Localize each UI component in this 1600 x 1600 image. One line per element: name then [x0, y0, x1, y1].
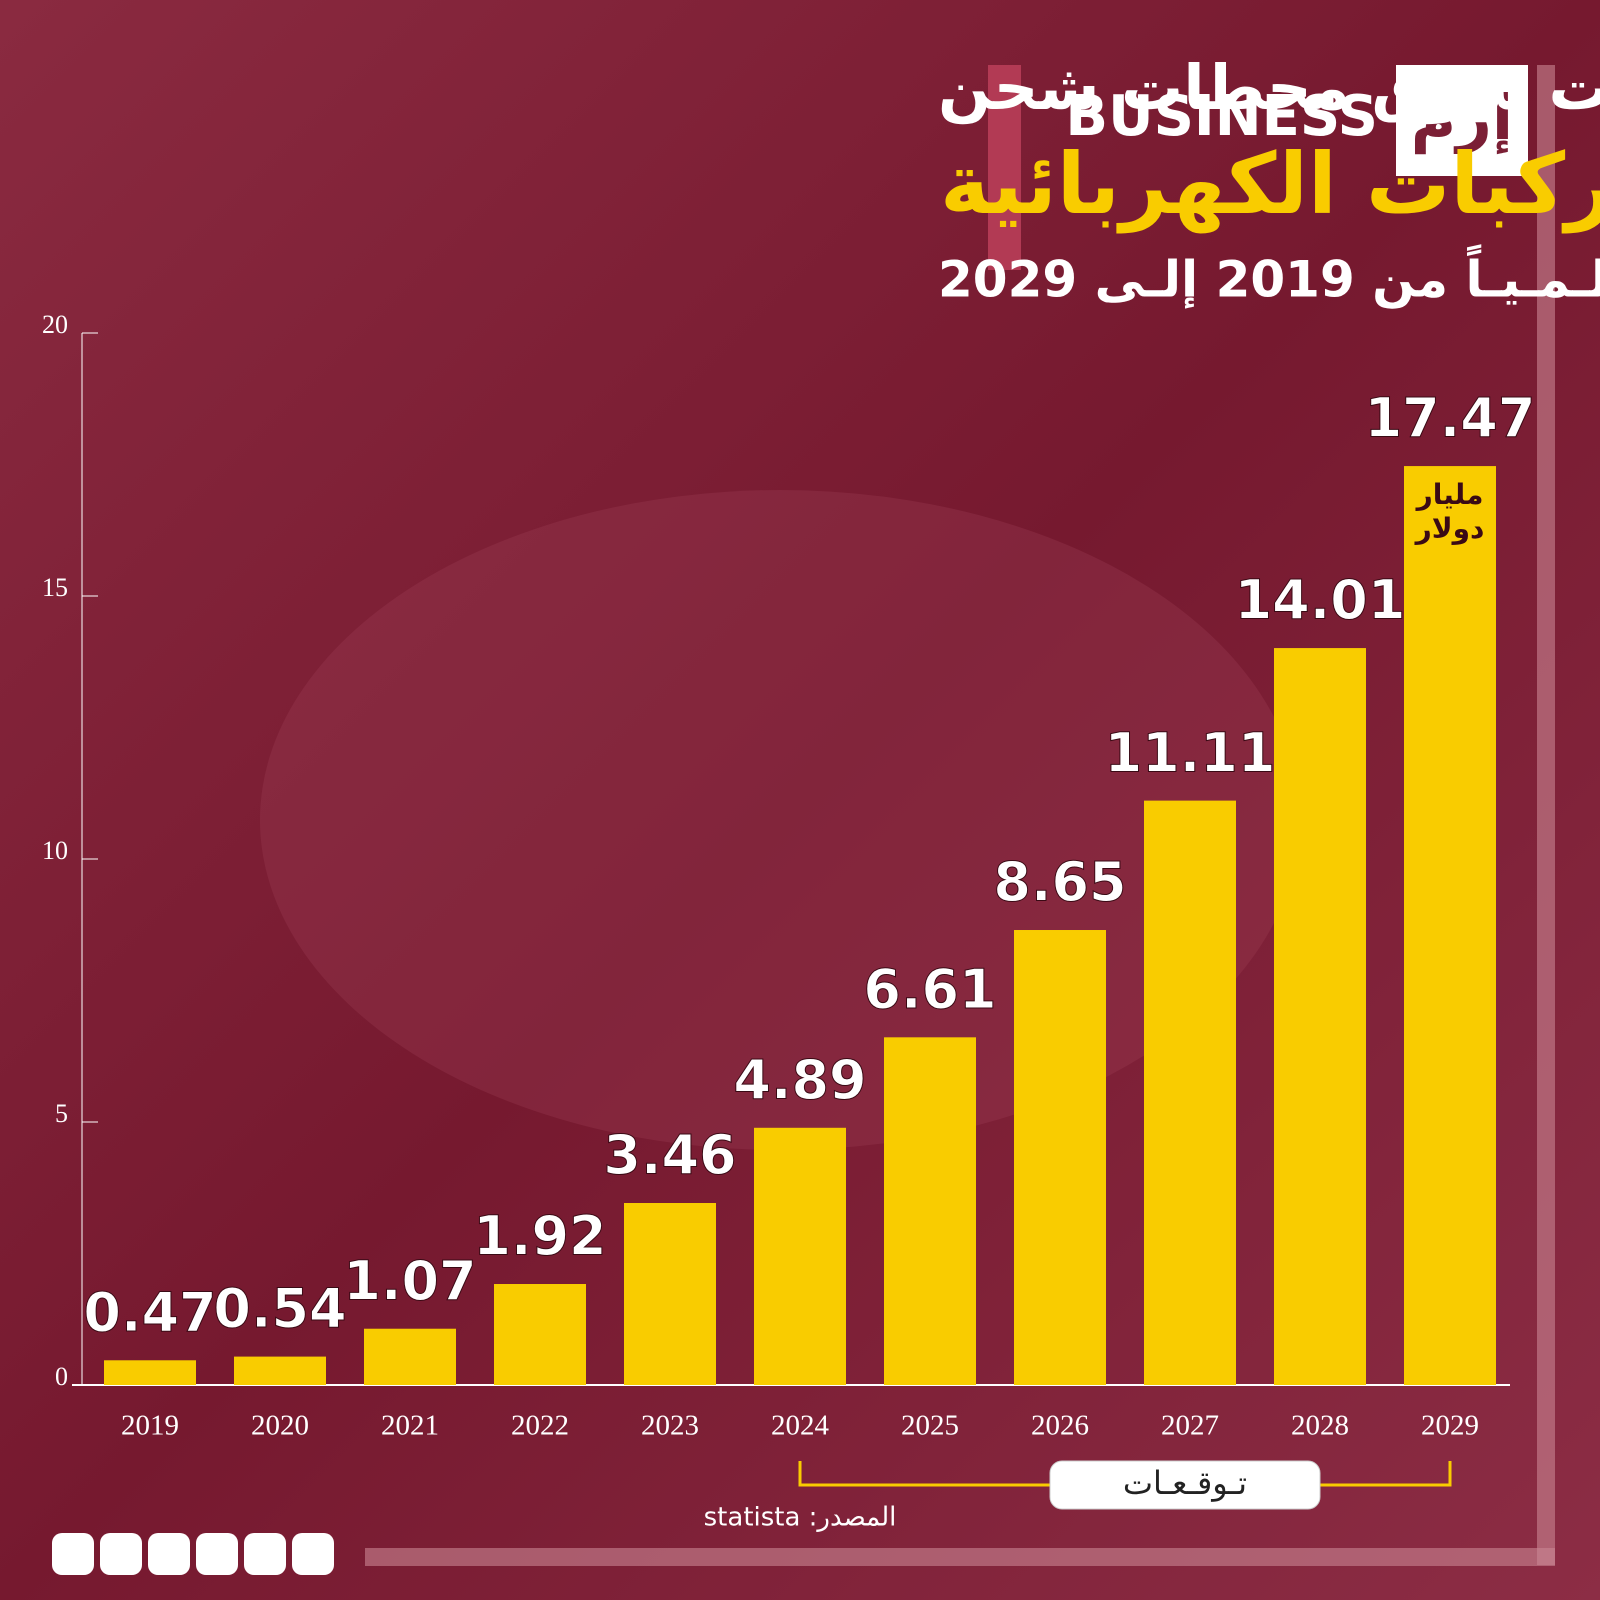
y-tick-label: 20 [42, 310, 68, 339]
x-tick-label: 2019 [121, 1410, 179, 1442]
bar [494, 1284, 586, 1385]
x-tick-label: 2020 [251, 1410, 309, 1442]
bar [104, 1360, 196, 1385]
unit-label: مليار [1415, 478, 1484, 511]
value-label: 8.65 [993, 851, 1126, 914]
value-label: 3.46 [603, 1124, 736, 1187]
value-label: 14.01 [1235, 569, 1406, 632]
x-tick-label: 2021 [381, 1410, 439, 1442]
annotation-label: تـوقـعـات [1123, 1464, 1247, 1502]
chart-subtitle2: عـالـمـيـاً من 2019 إلـى 2029 [938, 244, 1600, 310]
side-bar [1537, 65, 1555, 1565]
chart-subtitle: المركبات الكهربائية [940, 135, 1600, 234]
x-tick-label: 2027 [1161, 1410, 1219, 1442]
value-label: 1.07 [343, 1249, 476, 1312]
value-label: 0.54 [213, 1277, 346, 1340]
icon-x[interactable] [148, 1533, 190, 1575]
icon-facebook[interactable] [52, 1533, 94, 1575]
bar [1144, 800, 1236, 1385]
icon-instagram[interactable] [100, 1533, 142, 1575]
bar [754, 1127, 846, 1385]
x-tick-label: 2026 [1031, 1410, 1089, 1442]
y-tick-label: 15 [42, 573, 68, 602]
bar [234, 1356, 326, 1385]
accent-bar [988, 65, 1021, 270]
icon-tiktok[interactable] [196, 1533, 238, 1575]
x-tick-label: 2029 [1421, 1410, 1479, 1442]
value-label: 11.11 [1105, 721, 1276, 784]
social-icons [52, 1533, 334, 1575]
bar [364, 1328, 456, 1385]
bottom-bar [365, 1548, 1555, 1566]
bar [884, 1037, 976, 1385]
x-tick-label: 2023 [641, 1410, 699, 1442]
bar [1014, 930, 1106, 1385]
bar [1404, 466, 1496, 1385]
chart-title: إيرادات سوق محطات شحن [938, 51, 1600, 124]
y-tick-label: 0 [55, 1362, 68, 1391]
bar [1274, 648, 1366, 1385]
annotation-box [1049, 1460, 1321, 1510]
x-tick-label: 2024 [771, 1410, 830, 1442]
bar [624, 1203, 716, 1385]
x-tick-label: 2028 [1291, 1410, 1349, 1442]
icon-youtube[interactable] [292, 1533, 334, 1575]
x-tick-label: 2025 [901, 1410, 959, 1442]
y-tick-label: 10 [42, 836, 68, 865]
value-label: 17.47 [1365, 387, 1536, 450]
icon-snapchat[interactable] [244, 1533, 286, 1575]
value-label: 4.89 [733, 1048, 866, 1111]
logo: إرم [1411, 81, 1513, 155]
brand: BUSINESS [1065, 84, 1378, 149]
unit-label: دولار [1414, 512, 1485, 545]
source: المصدر: statista [704, 1503, 897, 1533]
value-label: 1.92 [473, 1205, 606, 1268]
y-tick-label: 5 [55, 1099, 68, 1128]
logo-box [1396, 65, 1528, 176]
value-label: 6.61 [863, 958, 996, 1021]
value-label: 0.47 [83, 1281, 216, 1344]
x-tick-label: 2022 [511, 1410, 569, 1442]
